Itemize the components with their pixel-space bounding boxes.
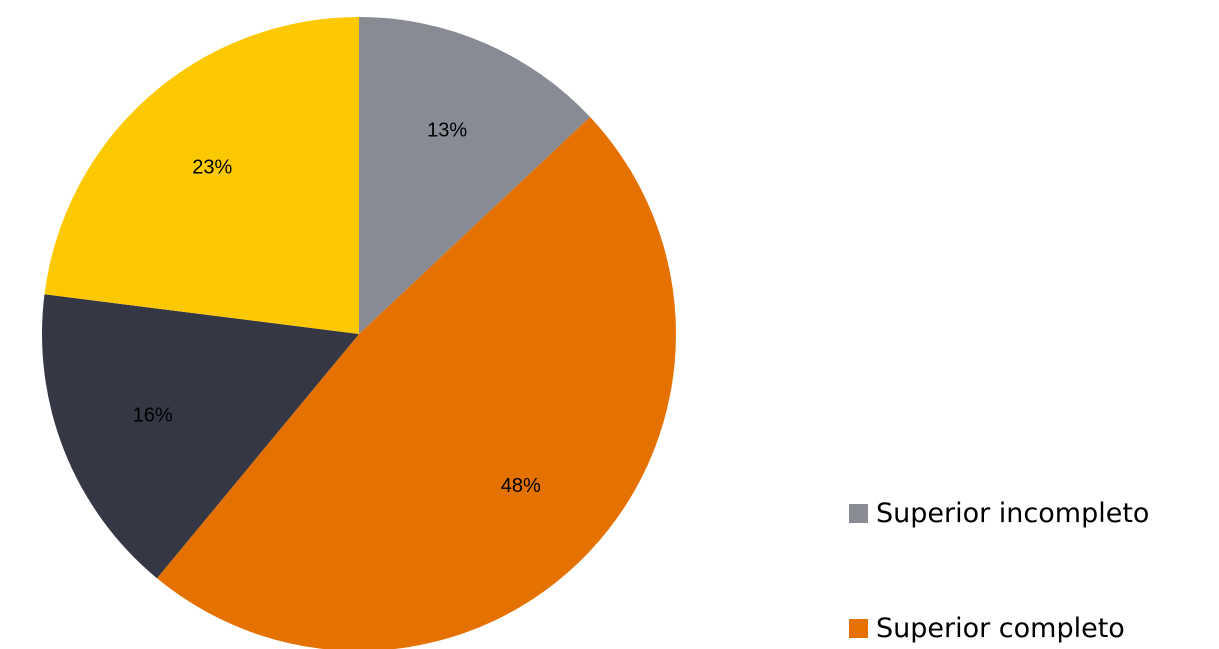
- data-label-superior-completo: 48%: [501, 475, 541, 497]
- legend-swatch-superior-incompleto: [849, 504, 868, 523]
- data-label-slice-3: 16%: [133, 405, 173, 427]
- legend-swatch-superior-completo: [849, 619, 868, 638]
- data-label-slice-4: 23%: [192, 157, 232, 179]
- legend: Superior incompleto Superior completo: [849, 498, 1149, 644]
- legend-label-superior-completo: Superior completo: [876, 613, 1125, 644]
- pie-slice-slice-4: [44, 17, 360, 334]
- legend-label-superior-incompleto: Superior incompleto: [876, 498, 1149, 529]
- pie-data-labels: 13% 48% 16% 23%: [133, 119, 541, 497]
- pie-slice-superior-completo: [156, 116, 676, 649]
- pie-slice-slice-3: [42, 294, 360, 579]
- pie-slices: [42, 17, 676, 649]
- pie-slice-superior-incompleto: [359, 17, 591, 334]
- data-label-superior-incompleto: 13%: [427, 119, 467, 141]
